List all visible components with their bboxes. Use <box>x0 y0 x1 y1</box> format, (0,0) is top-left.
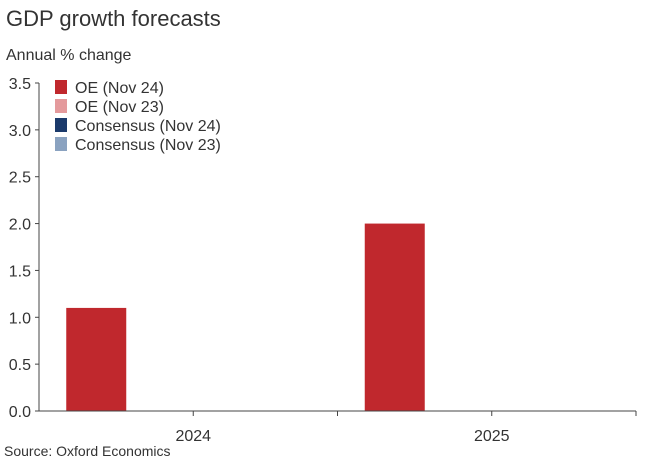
legend-swatch <box>55 137 67 151</box>
legend-swatch <box>55 99 67 113</box>
y-tick-label: 2.0 <box>9 217 31 234</box>
y-tick-label: 3.5 <box>9 76 31 93</box>
y-tick-label: 3.0 <box>9 123 31 140</box>
y-tick-label: 0.5 <box>9 357 31 374</box>
legend-label: Consensus (Nov 24) <box>75 118 221 135</box>
bar-2025 <box>364 223 425 411</box>
x-tick-label: 2025 <box>474 428 510 445</box>
y-tick-label: 1.0 <box>9 310 31 327</box>
chart-title: GDP growth forecasts <box>6 6 221 31</box>
legend-swatch <box>55 80 67 94</box>
y-tick-label: 0.0 <box>9 404 31 421</box>
x-axis: 2024 2025 <box>175 411 637 445</box>
legend-label: OE (Nov 24) <box>75 80 164 97</box>
legend: OE (Nov 24) OE (Nov 23) Consensus (Nov 24)… <box>55 80 221 154</box>
x-tick-label: 2024 <box>175 428 211 445</box>
bar-2024 <box>66 307 127 411</box>
y-axis: 0.0 0.5 1.0 1.5 2.0 2.5 3.0 3.5 <box>9 76 39 421</box>
bars <box>66 223 425 411</box>
source-note: Source: Oxford Economics <box>4 443 171 459</box>
y-axis-label: Annual % change <box>6 47 132 64</box>
legend-label: Consensus (Nov 23) <box>75 137 221 154</box>
legend-swatch <box>55 118 67 132</box>
y-tick-label: 2.5 <box>9 170 31 187</box>
y-tick-label: 1.5 <box>9 263 31 280</box>
legend-label: OE (Nov 23) <box>75 99 164 116</box>
